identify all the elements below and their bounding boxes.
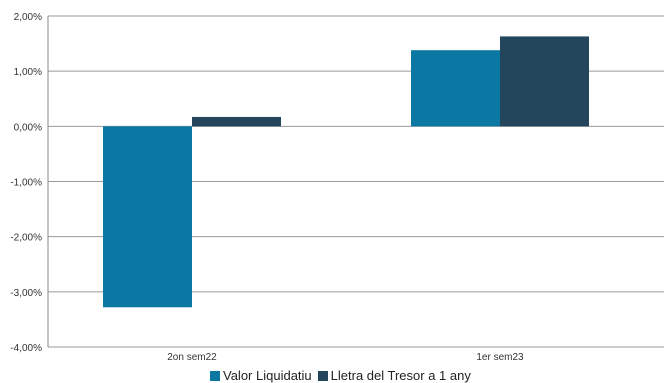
bar-series-1 xyxy=(411,50,500,127)
legend-label-series-2: Lletra del Tresor a 1 any xyxy=(330,368,471,383)
legend-swatch-series-1 xyxy=(210,370,220,381)
x-tick-label: 1er sem23 xyxy=(476,352,524,363)
y-tick-label: -4,00% xyxy=(10,343,42,354)
bar-series-2 xyxy=(500,36,589,127)
y-tick-label: -2,00% xyxy=(10,233,42,244)
y-tick-label: -1,00% xyxy=(10,178,42,189)
bar-series-1 xyxy=(103,126,192,308)
y-tick-label: 2,00% xyxy=(14,12,42,23)
y-tick-label: -3,00% xyxy=(10,288,42,299)
x-tick-label: 2on sem22 xyxy=(167,352,217,363)
legend-swatch-series-2 xyxy=(317,370,328,381)
legend-item-series-2: Lletra del Tresor a 1 any xyxy=(317,368,471,383)
legend-item-series-1: Valor Liquidatiu xyxy=(210,368,312,383)
legend-label-series-1: Valor Liquidatiu xyxy=(223,368,312,383)
y-tick-label: 1,00% xyxy=(14,67,42,78)
legend: Valor Liquidatiu Lletra del Tresor a 1 a… xyxy=(210,368,477,383)
bar-series-2 xyxy=(192,116,281,127)
x-axis-ticks: 2on sem22 1er sem23 xyxy=(167,352,524,363)
bars xyxy=(103,36,589,308)
y-tick-label: 0,00% xyxy=(14,122,42,133)
y-axis-ticks: 2,00% 1,00% 0,00% -1,00% -2,00% -3,00% -4,00% xyxy=(10,12,42,354)
